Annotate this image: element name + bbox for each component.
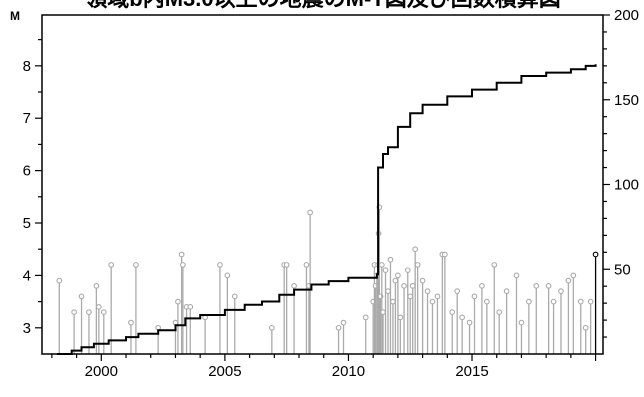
magnitude-marker (407, 293, 414, 300)
magnitude-marker (550, 298, 557, 305)
magnitude-marker (78, 293, 85, 300)
magnitude-marker (409, 283, 416, 289)
magnitude-marker (71, 309, 77, 315)
magnitude-marker (483, 298, 490, 305)
magnitude-marker (95, 303, 102, 310)
magnitude-marker (429, 298, 436, 305)
magnitude-marker (496, 309, 503, 315)
magnitude-marker (178, 251, 185, 258)
magnitude-marker (340, 319, 347, 326)
magnitude-marker (307, 209, 313, 216)
magnitude-marker (387, 256, 394, 263)
magnitude-marker (335, 324, 342, 331)
magnitude-marker (385, 288, 391, 294)
magnitude-marker (180, 262, 186, 268)
x-tick-label: 2015 (455, 363, 488, 380)
magnitude-marker (404, 267, 411, 274)
y-left-tick-label: 6 (23, 163, 31, 180)
magnitude-marker (378, 262, 385, 268)
magnitude-marker (471, 293, 478, 300)
magnitude-marker (93, 283, 100, 289)
magnitude-marker (449, 309, 456, 315)
magnitude-marker (491, 262, 498, 268)
magnitude-marker (414, 262, 421, 268)
magnitude-marker (291, 283, 297, 289)
x-tick-label: 2010 (332, 363, 365, 380)
magnitude-marker (565, 277, 572, 284)
magnitude-marker (395, 272, 401, 279)
magnitude-marker (224, 272, 231, 279)
x-tick-label: 2000 (85, 363, 118, 380)
magnitude-marker (187, 303, 194, 310)
magnitude-marker (412, 246, 419, 253)
magnitude-marker (217, 262, 223, 268)
magnitude-marker (419, 277, 426, 284)
magnitude-marker (108, 262, 115, 268)
y-right-tick-label: 100 (614, 177, 639, 194)
y-left-tick-label: 3 (23, 320, 31, 337)
magnitude-marker (56, 277, 63, 284)
magnitude-marker (86, 309, 92, 315)
magnitude-marker (454, 288, 461, 294)
magnitude-marker (382, 267, 389, 274)
magnitude-marker (390, 298, 396, 305)
magnitude-marker (172, 319, 179, 326)
magnitude-marker (466, 319, 473, 326)
cumulative-count-line (56, 64, 597, 355)
magnitude-marker (570, 272, 577, 279)
magnitude-marker (175, 298, 181, 305)
magnitude-marker (533, 283, 540, 289)
magnitude-marker (231, 293, 238, 300)
magnitude-marker (362, 314, 369, 321)
magnitude-marker (545, 283, 552, 289)
magnitude-marker (392, 277, 399, 284)
magnitude-marker (283, 262, 290, 268)
magnitude-marker (582, 324, 589, 331)
magnitude-marker (459, 314, 465, 321)
magnitude-marker (587, 298, 594, 305)
magnitude-marker (128, 319, 134, 326)
chart-title: 領域b内M3.0以上の地震のM-T図及び回数積算図 (85, 0, 560, 11)
y-left-tick-label: 5 (23, 215, 31, 232)
magnitude-marker (401, 283, 407, 289)
y-left-tick-label: 8 (23, 58, 31, 75)
y-axis-label-left: M (10, 9, 20, 23)
magnitude-marker (513, 272, 520, 279)
y-left-tick-label: 7 (23, 110, 31, 127)
magnitude-marker (424, 288, 431, 294)
magnitude-marker (503, 288, 510, 294)
y-right-tick-label: 50 (614, 261, 631, 278)
magnitude-marker (518, 319, 525, 326)
x-tick-label: 2005 (208, 363, 241, 380)
magnitude-marker (100, 309, 107, 315)
plot-frame (41, 14, 604, 355)
magnitude-marker (441, 251, 448, 258)
magnitude-marker (577, 298, 584, 305)
magnitude-marker (303, 262, 310, 268)
magnitude-marker (133, 262, 139, 268)
magnitude-marker (380, 309, 386, 315)
y-left-tick-label: 4 (23, 267, 31, 284)
y-right-tick-label: 200 (614, 7, 639, 24)
magnitude-marker (558, 288, 564, 294)
y-right-tick-label: 150 (614, 92, 639, 109)
magnitude-marker (526, 298, 532, 305)
magnitude-marker (434, 293, 441, 300)
magnitude-marker (592, 251, 599, 258)
magnitude-marker (479, 283, 485, 289)
magnitude-marker (268, 324, 275, 331)
magnitude-marker (397, 314, 404, 321)
